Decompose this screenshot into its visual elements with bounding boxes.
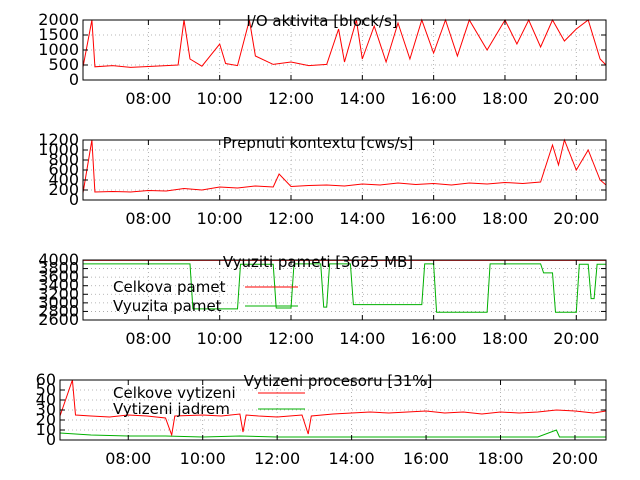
chart-title: Vytizeni procesoru [31%] (244, 372, 433, 390)
x-tick-label: 12:00 (268, 329, 314, 348)
chart-title: Prepnuti kontextu [cws/s] (223, 134, 414, 152)
x-tick-label: 20:00 (553, 329, 599, 348)
legend-label: Vytizeni jadrem (113, 400, 230, 418)
y-tick-label: 60 (36, 370, 56, 389)
y-tick-label: 3600 (38, 267, 79, 286)
y-tick-label: 1200 (38, 130, 79, 149)
legend-label: Vyuzita pamet (113, 297, 222, 315)
x-tick-label: 12:00 (268, 89, 314, 108)
x-tick-label: 18:00 (482, 89, 528, 108)
x-tick-label: 20:00 (552, 449, 598, 468)
x-tick-label: 08:00 (125, 89, 171, 108)
legend-label: Celkova pamet (113, 278, 226, 296)
y-tick-label: 0 (69, 190, 79, 209)
x-tick-label: 20:00 (553, 209, 599, 228)
y-tick-label: 4000 (38, 250, 79, 269)
y-tick-label: 40 (36, 390, 56, 409)
x-tick-label: 10:00 (180, 449, 226, 468)
y-tick-label: 2000 (38, 10, 79, 29)
y-tick-label: 3800 (38, 259, 79, 278)
x-tick-label: 18:00 (482, 329, 528, 348)
y-tick-label: 1500 (38, 25, 79, 44)
x-tick-label: 16:00 (403, 449, 449, 468)
x-tick-label: 18:00 (482, 209, 528, 228)
y-tick-label: 600 (48, 160, 79, 179)
y-tick-label: 3200 (38, 284, 79, 303)
y-tick-label: 500 (48, 55, 79, 74)
series-line-2 (59, 429, 606, 438)
y-tick-label: 10 (36, 420, 56, 439)
x-tick-label: 10:00 (197, 329, 243, 348)
x-tick-label: 16:00 (411, 329, 457, 348)
y-tick-label: 30 (36, 400, 56, 419)
y-tick-label: 1000 (38, 40, 79, 59)
chart-title: I/O aktivita [block/s] (246, 12, 397, 30)
y-tick-label: 2600 (38, 310, 79, 329)
legend-label: Celkove vytizeni (113, 384, 236, 402)
y-tick-label: 800 (48, 150, 79, 169)
y-tick-label: 0 (69, 70, 79, 89)
x-tick-label: 10:00 (197, 209, 243, 228)
series-line-2 (83, 263, 606, 313)
y-tick-label: 3000 (38, 293, 79, 312)
y-tick-label: 400 (48, 170, 79, 189)
series-line-1 (82, 18, 607, 68)
x-tick-label: 18:00 (477, 449, 523, 468)
x-tick-label: 08:00 (125, 329, 171, 348)
x-tick-label: 12:00 (254, 449, 300, 468)
x-tick-label: 14:00 (339, 209, 385, 228)
y-tick-label: 0 (46, 430, 56, 449)
x-tick-label: 10:00 (197, 89, 243, 108)
x-tick-label: 16:00 (411, 89, 457, 108)
x-tick-label: 14:00 (329, 449, 375, 468)
y-tick-label: 3400 (38, 276, 79, 295)
x-tick-label: 14:00 (339, 329, 385, 348)
x-tick-label: 14:00 (339, 89, 385, 108)
y-tick-label: 2800 (38, 301, 79, 320)
series-line-1 (82, 138, 607, 194)
x-tick-label: 08:00 (105, 449, 151, 468)
x-tick-label: 12:00 (268, 209, 314, 228)
chart-title: Vyuziti pameti [3625 MB] (223, 253, 413, 271)
x-tick-label: 20:00 (553, 89, 599, 108)
y-tick-label: 200 (48, 180, 79, 199)
plot-frame (82, 259, 607, 321)
y-tick-label: 1000 (38, 140, 79, 159)
x-tick-label: 16:00 (411, 209, 457, 228)
y-tick-label: 50 (36, 380, 56, 399)
x-tick-label: 08:00 (125, 209, 171, 228)
y-tick-label: 20 (36, 410, 56, 429)
series-line-1 (59, 379, 607, 437)
